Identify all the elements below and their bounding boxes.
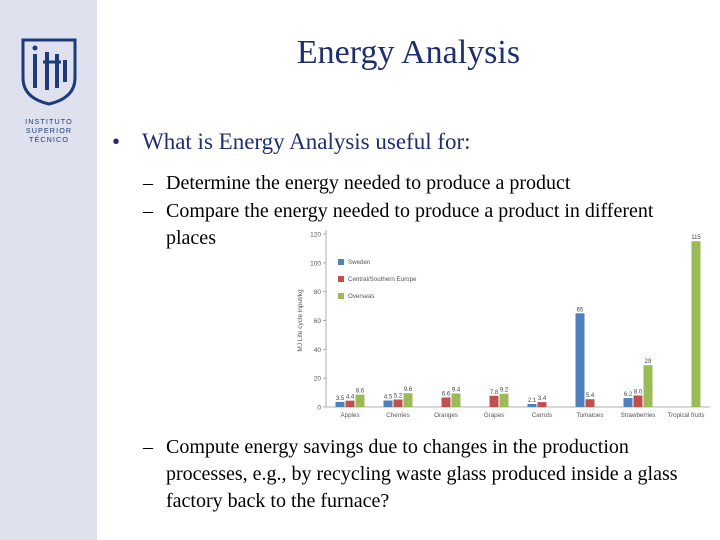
- bar-overseas: [643, 365, 653, 407]
- data-label: 8.0: [634, 389, 643, 395]
- logo-line-1: INSTITUTO: [25, 117, 73, 126]
- bar-overseas: [691, 241, 701, 407]
- bar-central-southern-europe: [345, 400, 355, 407]
- subbullet-3-text: Compute energy savings due to changes in…: [166, 436, 678, 512]
- data-label: 4.5: [384, 395, 393, 401]
- y-tick-label: 40: [314, 347, 322, 354]
- x-tick-label: Carrots: [532, 412, 552, 419]
- data-label: 6.6: [442, 391, 451, 397]
- x-tick-label: Cherries: [386, 412, 409, 419]
- dash-marker: –: [143, 172, 153, 194]
- x-tick-label: Grapes: [484, 412, 504, 419]
- bar-central-southern-europe: [633, 395, 643, 407]
- data-label: 29: [645, 359, 652, 365]
- main-bullet-text: What is Energy Analysis useful for:: [142, 129, 471, 154]
- data-label: 6.2: [624, 392, 633, 398]
- legend-swatch: [338, 276, 344, 282]
- dash-marker: –: [143, 200, 153, 222]
- bar-central-southern-europe: [393, 399, 403, 407]
- legend-swatch: [338, 259, 344, 265]
- x-tick-label: Oranges: [434, 412, 458, 419]
- bar-central-southern-europe: [537, 402, 547, 407]
- bar-sweden: [623, 398, 633, 407]
- data-label: 9.2: [500, 388, 509, 394]
- data-label: 3.4: [538, 396, 547, 402]
- bar-sweden: [575, 313, 585, 407]
- legend-label: Central/Southern Europe: [348, 276, 417, 283]
- data-label: 5.2: [394, 394, 403, 400]
- slide-title: Energy Analysis: [296, 34, 521, 71]
- y-tick-label: 0: [317, 405, 321, 412]
- data-label: 8.6: [356, 389, 365, 395]
- bullet-dot: •: [112, 129, 121, 154]
- subbullet-2: – Compare the energy needed to produce a…: [143, 198, 683, 252]
- y-axis-title: MJ Life cycle input/kg: [297, 289, 304, 352]
- energy-bar-chart: 0 20 40 60 80 100 120 MJ Life cycle input/kg 3.5…: [297, 230, 710, 419]
- data-label: 2.1: [528, 398, 537, 404]
- main-bullet: • What is Energy Analysis useful for:: [112, 129, 471, 155]
- y-tick-label: 80: [314, 289, 322, 296]
- data-label: 5.4: [586, 393, 595, 399]
- ist-logo: INSTITUTO SUPERIOR TÉCNICO: [19, 38, 79, 144]
- data-label: 115: [691, 235, 701, 241]
- x-tick-label: Tomatoes: [577, 412, 604, 419]
- data-label: 65: [577, 307, 584, 313]
- data-label: 3.5: [336, 396, 345, 402]
- x-tick-label: Tropical fruits: [668, 412, 705, 419]
- y-tick-label: 100: [310, 260, 321, 267]
- subbullet-1: – Determine the energy needed to produce…: [143, 170, 703, 197]
- x-tick-label: Strawberries: [621, 412, 656, 419]
- data-label: 9.6: [404, 387, 413, 393]
- dash-marker: –: [143, 436, 153, 458]
- bar-overseas: [499, 393, 509, 407]
- x-tick-label: Apples: [341, 412, 360, 419]
- subbullet-2-text: Compare the energy needed to produce a p…: [166, 200, 654, 249]
- legend-label: Sweden: [348, 259, 371, 266]
- data-label: 4.4: [346, 395, 355, 401]
- bar-central-southern-europe: [441, 397, 451, 407]
- bar-sweden: [335, 401, 345, 407]
- y-tick-label: 120: [310, 232, 321, 239]
- subbullet-1-text: Determine the energy needed to produce a…: [166, 172, 571, 194]
- bar-central-southern-europe: [585, 399, 595, 407]
- y-tick-label: 60: [314, 318, 322, 325]
- bar-overseas: [451, 393, 461, 407]
- bar-sweden: [527, 403, 537, 407]
- y-tick-label: 20: [314, 376, 322, 383]
- subbullet-3: – Compute energy savings due to changes …: [143, 434, 683, 515]
- data-label: 9.4: [452, 387, 461, 393]
- logo-line-3: TÉCNICO: [28, 135, 70, 144]
- logo-line-2: SUPERIOR: [25, 126, 73, 135]
- bar-sweden: [383, 400, 393, 407]
- bar-overseas: [355, 394, 365, 407]
- legend-label: Overseas: [348, 293, 374, 300]
- bar-overseas: [403, 393, 413, 407]
- legend-swatch: [338, 293, 344, 299]
- sidebar-band: INSTITUTO SUPERIOR TÉCNICO: [0, 0, 97, 540]
- data-label: 7.8: [490, 390, 499, 396]
- bar-central-southern-europe: [489, 395, 499, 407]
- ist-shield-logo: [21, 38, 77, 106]
